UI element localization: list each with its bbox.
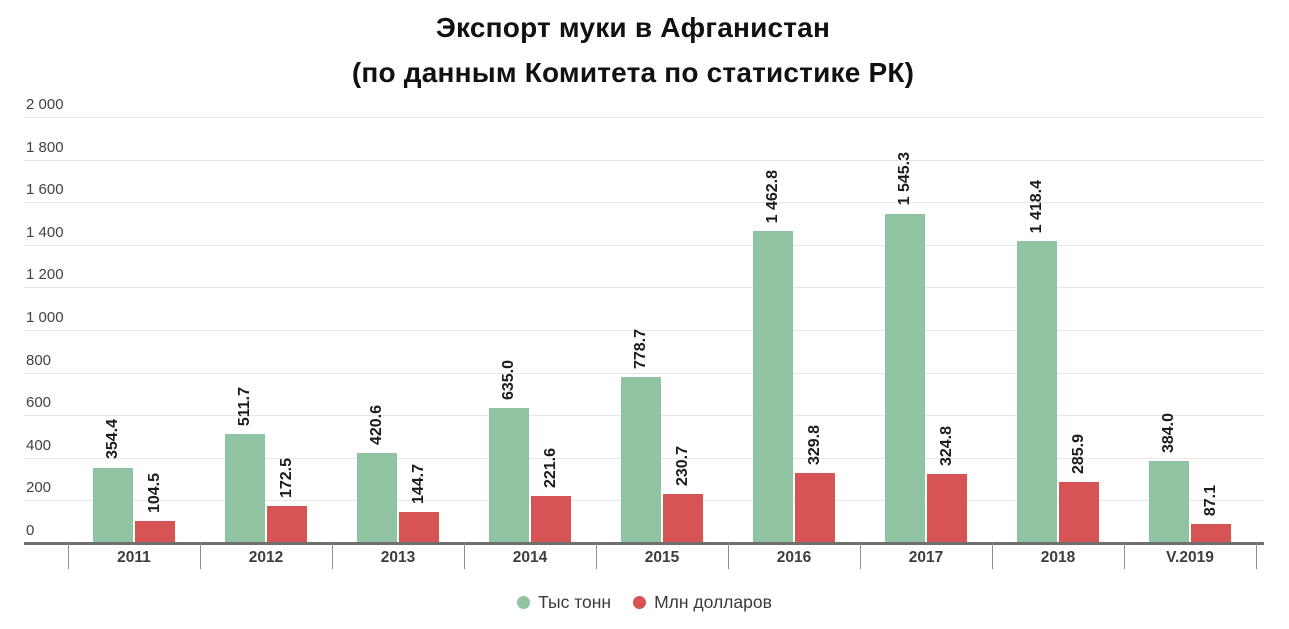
bar-value-label: 230.7 [674, 445, 691, 486]
y-axis-tick-label: 200 [26, 479, 52, 496]
bar-tons-V.2019 [1149, 461, 1189, 543]
gridline [24, 287, 1264, 288]
y-axis-tick-label: 2 000 [26, 96, 64, 113]
bar-value-label: 172.5 [278, 458, 295, 499]
y-axis-tick-label: 1 000 [26, 309, 64, 326]
x-axis-tick [728, 543, 729, 569]
x-axis-tick [464, 543, 465, 569]
bar-dollars-V.2019 [1191, 524, 1231, 543]
y-axis-tick-label: 600 [26, 394, 52, 411]
y-axis-tick-label: 1 600 [26, 181, 64, 198]
y-axis-tick-label: 400 [26, 437, 52, 454]
x-axis-tick [596, 543, 597, 569]
bar-value-label: 778.7 [632, 329, 649, 370]
bar-value-label: 329.8 [806, 424, 823, 465]
x-axis-tick [200, 543, 201, 569]
bar-dollars-2015 [663, 493, 703, 543]
bar-dollars-2017 [927, 473, 967, 543]
gridline [24, 202, 1264, 203]
bar-dollars-2016 [795, 472, 835, 543]
legend-item: Тыс тонн [517, 592, 611, 613]
legend-label: Тыс тонн [538, 592, 612, 612]
x-axis-tick [1256, 543, 1257, 569]
legend-dot-icon [633, 596, 647, 609]
x-axis-category-label: 2017 [908, 549, 944, 566]
x-axis-tick [332, 543, 333, 569]
bar-dollars-2018 [1059, 482, 1099, 543]
bar-value-label: 1 462.8 [764, 170, 781, 224]
bar-value-label: 1 545.3 [896, 152, 913, 206]
bar-tons-2012 [225, 434, 265, 543]
bar-tons-2016 [753, 231, 793, 543]
x-axis-tick [992, 543, 993, 569]
y-axis-tick-label: 800 [26, 352, 52, 369]
bar-value-label: 104.5 [146, 472, 163, 513]
bar-value-label: 285.9 [1070, 434, 1087, 475]
gridline [24, 245, 1264, 246]
bar-dollars-2013 [399, 512, 439, 543]
x-axis-category-label: 2015 [644, 549, 680, 566]
x-axis-tick [68, 543, 69, 569]
x-axis-category-label: 2018 [1040, 549, 1076, 566]
gridline [24, 330, 1264, 331]
bar-value-label: 511.7 [236, 386, 253, 427]
x-axis-category-label: 2014 [512, 549, 548, 566]
y-axis-tick-label: 1 200 [26, 266, 64, 283]
gridline [24, 160, 1264, 161]
y-axis-tick-label: 1 400 [26, 224, 64, 241]
bar-value-label: 324.8 [938, 425, 955, 466]
bar-tons-2017 [885, 213, 925, 543]
bar-value-label: 420.6 [368, 405, 385, 446]
bar-dollars-2014 [531, 495, 571, 543]
bar-tons-2014 [489, 407, 529, 543]
bar-value-label: 221.6 [542, 447, 559, 488]
bar-tons-2011 [93, 467, 133, 543]
gridline [24, 373, 1264, 374]
bar-tons-2013 [357, 453, 397, 543]
bar-value-label: 384.0 [1160, 413, 1177, 454]
bar-value-label: 144.7 [410, 464, 427, 505]
bar-value-label: 635.0 [500, 359, 517, 400]
x-axis-category-label: 2011 [117, 549, 151, 566]
legend-label: Млн долларов [654, 592, 772, 612]
bar-value-label: 87.1 [1202, 485, 1219, 517]
x-axis-tick [1124, 543, 1125, 569]
x-axis-category-label: 2012 [248, 549, 284, 566]
bar-value-label: 354.4 [104, 419, 121, 460]
bar-value-label: 1 418.4 [1028, 179, 1045, 233]
y-axis-tick-label: 1 800 [26, 139, 64, 156]
x-axis-tick [860, 543, 861, 569]
x-axis-category-label: V.2019 [1166, 549, 1214, 566]
y-axis-tick-label: 0 [26, 522, 35, 539]
legend-dot-icon [517, 596, 531, 609]
x-axis-category-label: 2013 [380, 549, 416, 566]
legend-item: Млн долларов [633, 592, 772, 613]
gridline [24, 117, 1264, 118]
x-axis-line [24, 542, 1264, 545]
chart-title-line1: Экспорт муки в Афганистан [435, 12, 831, 43]
chart-title-line2: (по данным Комитета по статистике РК) [351, 57, 915, 88]
bar-tons-2018 [1017, 240, 1057, 543]
chart-legend: Тыс тонн Млн долларов [0, 592, 1289, 613]
bar-dollars-2011 [135, 520, 175, 543]
bar-dollars-2012 [267, 506, 307, 543]
x-axis-category-label: 2016 [776, 549, 812, 566]
bar-tons-2015 [621, 377, 661, 543]
